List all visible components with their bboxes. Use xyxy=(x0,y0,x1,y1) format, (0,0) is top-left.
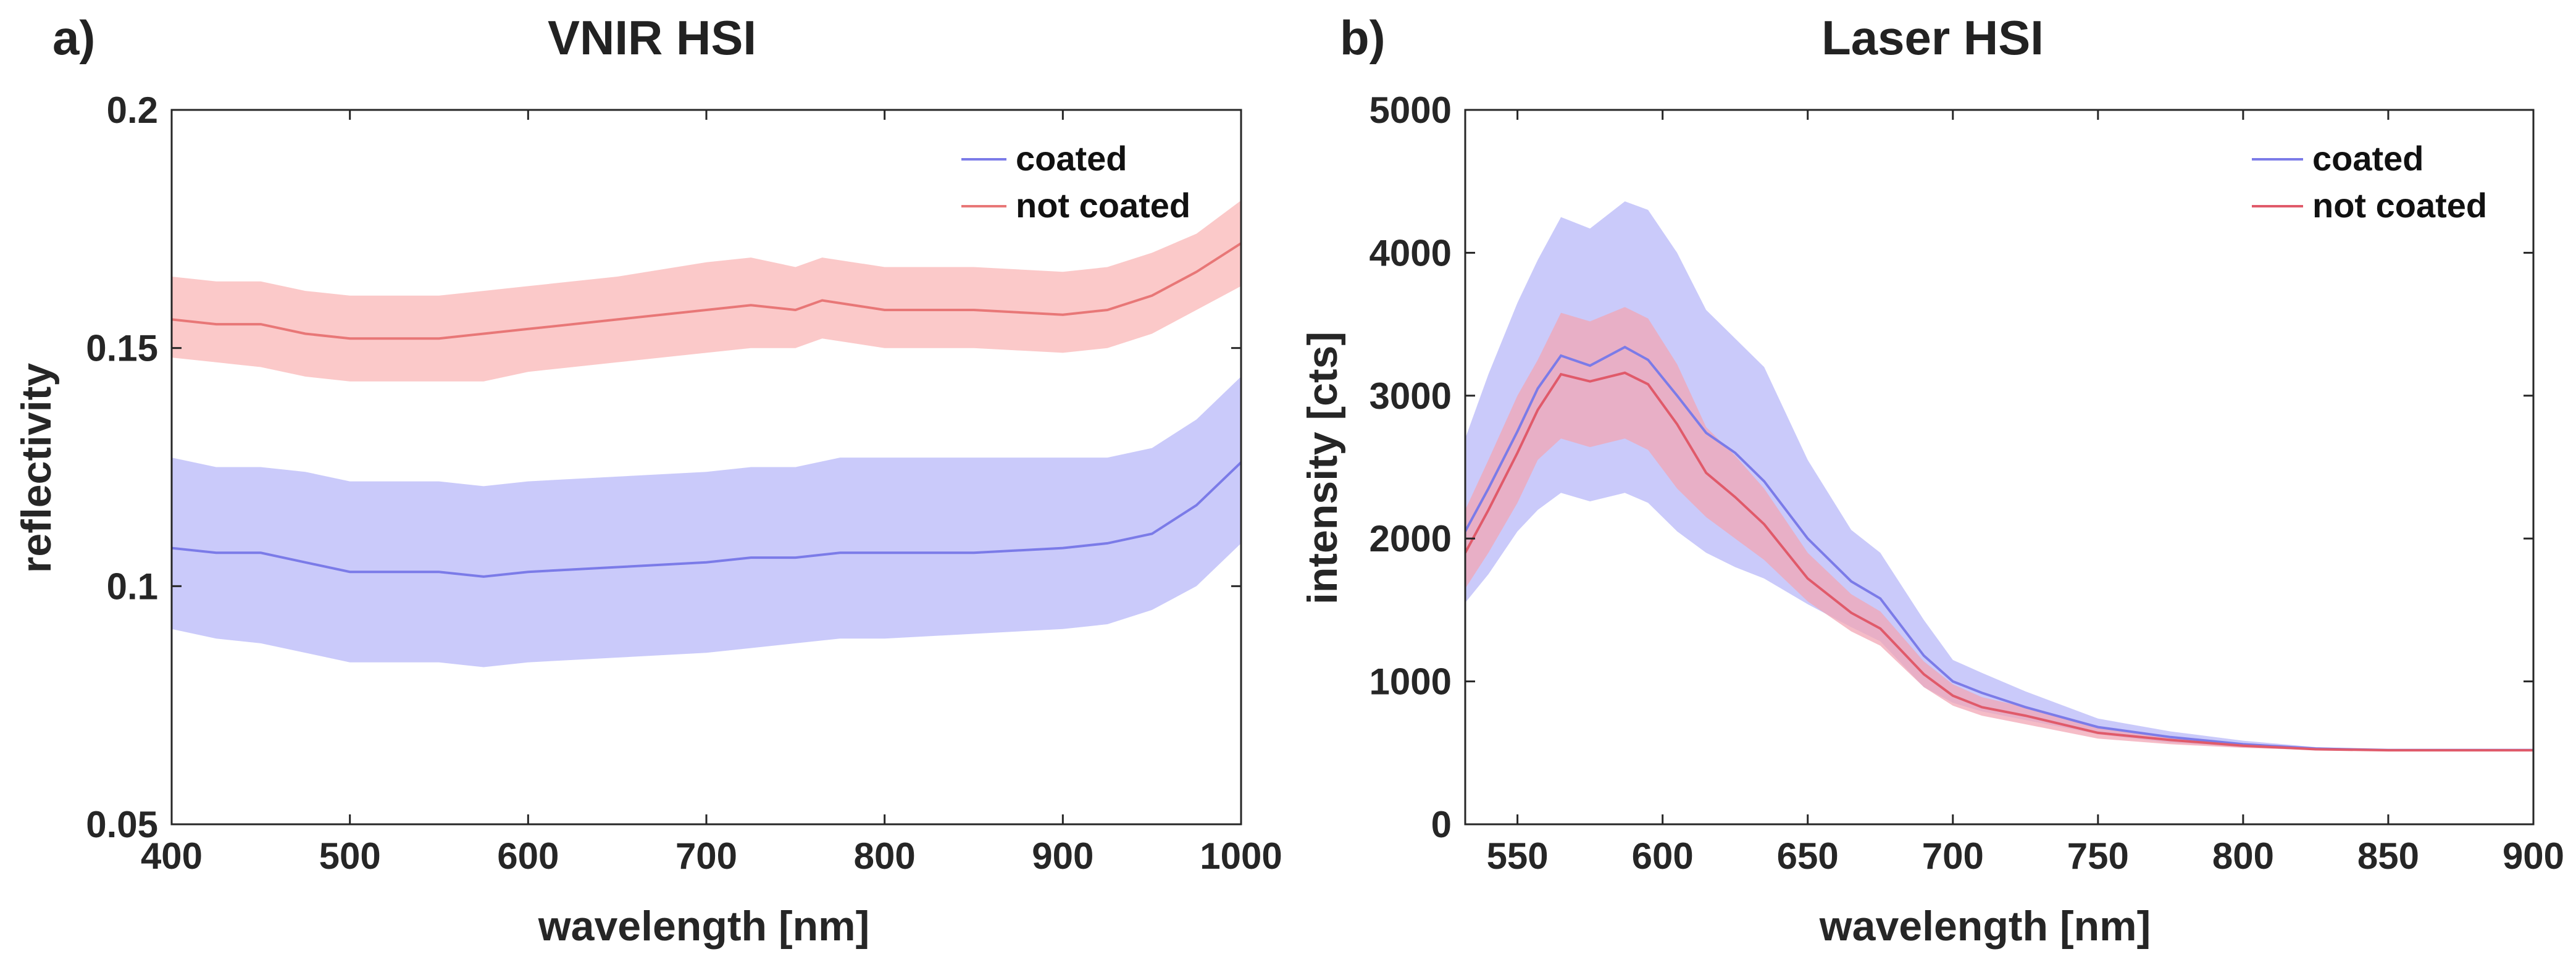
x-tick-label: 700 xyxy=(675,835,737,877)
y-tick-label: 1000 xyxy=(1370,661,1452,703)
plot-area-laser: 550 600 650 700 750 800 850 900 0 1000 2000 3000 400… xyxy=(1370,90,2565,877)
x-tick-label: 650 xyxy=(1777,835,1839,877)
plot-area-vnir: 400 500 600 700 800 900 1000 0.05 0.1 0.15 0.2 xyxy=(86,90,1282,877)
x-tick-label: 600 xyxy=(497,835,559,877)
band-coated xyxy=(172,376,1241,667)
legend-laser: coated not coated xyxy=(2252,139,2487,225)
y-tick-label: 4000 xyxy=(1370,232,1452,274)
y-axis-label-laser: intensity [cts] xyxy=(1299,332,1346,604)
chart-title-vnir: VNIR HSI xyxy=(548,10,756,65)
chart-title-laser: Laser HSI xyxy=(1821,10,2044,65)
x-tick-label: 400 xyxy=(141,835,203,877)
x-tick-label: 800 xyxy=(2212,835,2274,877)
y-axis-label-vnir: reflectivity xyxy=(13,363,60,573)
y-tick-label: 0.2 xyxy=(107,90,158,131)
x-tick-label: 550 xyxy=(1487,835,1549,877)
legend-label-coated: coated xyxy=(1016,139,1127,178)
line-coated xyxy=(172,461,1241,578)
x-tick-label: 1000 xyxy=(1200,835,1282,877)
panel-vnir: a) VNIR HSI 400 500 600 700 800 900 1000 0.05 0.… xyxy=(13,10,1282,950)
band-not-coated xyxy=(172,200,1241,382)
legend-label-not-coated: not coated xyxy=(2312,186,2487,225)
x-axis-label-laser: wavelength [nm] xyxy=(1819,903,2151,950)
y-tick-label: 3000 xyxy=(1370,375,1452,417)
axes-box xyxy=(1464,109,2535,826)
line-coated xyxy=(1465,345,2533,751)
y-tick-label: 2000 xyxy=(1370,518,1452,559)
y-tick-label: 0 xyxy=(1431,804,1452,845)
x-tick-label: 900 xyxy=(2503,835,2564,877)
y-tick-label: 0.1 xyxy=(107,566,158,607)
x-tick-label: 900 xyxy=(1032,835,1094,877)
y-tick-label: 0.15 xyxy=(86,328,158,369)
x-tick-label: 750 xyxy=(2067,835,2129,877)
legend-vnir: coated not coated xyxy=(961,139,1190,225)
y-tick-label: 0.05 xyxy=(86,804,158,845)
x-tick-label: 850 xyxy=(2357,835,2419,877)
x-tick-label: 500 xyxy=(319,835,381,877)
y-tick-label: 5000 xyxy=(1370,90,1452,131)
x-tick-label: 700 xyxy=(1922,835,1984,877)
x-axis-label-vnir: wavelength [nm] xyxy=(538,903,870,950)
x-tick-label: 600 xyxy=(1632,835,1694,877)
panel-label-b: b) xyxy=(1340,10,1386,65)
x-tick-label: 800 xyxy=(854,835,916,877)
band-not-coated xyxy=(1465,307,2533,751)
panel-label-a: a) xyxy=(52,10,95,65)
legend-label-coated: coated xyxy=(2312,139,2424,178)
legend-label-not-coated: not coated xyxy=(1016,186,1190,225)
line-not-coated xyxy=(172,242,1241,340)
band-coated xyxy=(1465,201,2533,751)
series-group xyxy=(1465,201,2533,752)
series-group xyxy=(172,200,1241,667)
panel-laser: b) Laser HSI 550 600 650 700 750 800 850 900 0 10… xyxy=(1299,10,2564,950)
line-not-coated xyxy=(1465,371,2533,752)
